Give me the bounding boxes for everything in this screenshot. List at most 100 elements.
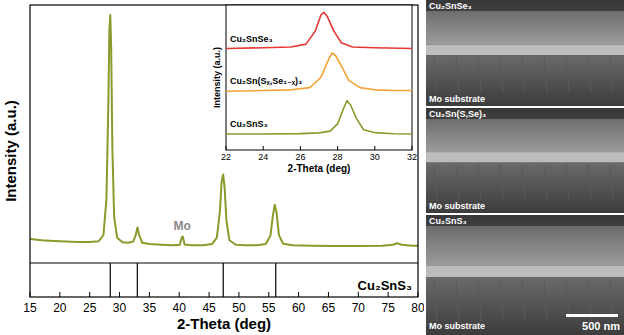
- inset-x-tick-label: 22: [221, 152, 231, 162]
- texture: [588, 165, 591, 199]
- texture: [456, 279, 459, 321]
- film-cross-section: [426, 152, 624, 163]
- inset-x-tick: [337, 146, 338, 150]
- film-surface: [426, 108, 624, 152]
- annotation: Mo: [174, 219, 191, 233]
- x-tick: [59, 292, 60, 297]
- x-tick-label: 20: [53, 301, 67, 315]
- x-tick-label: 25: [83, 301, 97, 315]
- inset-x-tick-label: 30: [370, 152, 380, 162]
- inset-x-axis-label: 2-Theta (deg): [288, 163, 351, 174]
- sem-label: Cu₂Sn(S,Se)₃: [429, 109, 486, 119]
- substrate-label: Mo substrate: [429, 321, 485, 331]
- series-label: Cu₂SnS₃: [230, 119, 268, 129]
- texture: [522, 57, 525, 92]
- inset-plot-area: [226, 12, 412, 134]
- x-tick-label: 50: [232, 301, 246, 315]
- x-tick: [418, 292, 419, 297]
- sem-image: [426, 108, 624, 213]
- texture: [544, 57, 547, 92]
- inset-x-tick-label: 32: [407, 152, 417, 162]
- x-tick-label: 65: [322, 301, 336, 315]
- y-axis-label: Intensity (a.u.): [2, 100, 19, 202]
- film-cross-section: [426, 45, 624, 56]
- inset-x-tick-label: 28: [333, 152, 343, 162]
- x-tick: [238, 292, 239, 297]
- inset-x-tick: [374, 146, 375, 150]
- texture: [500, 279, 503, 321]
- texture: [456, 165, 459, 199]
- series-label: Cu₂SnSe₃: [230, 34, 273, 44]
- sem-panel: Cu₂SnS₃ Mo substrate: [426, 215, 624, 335]
- inset-x-tick: [226, 146, 227, 150]
- substrate-label: Mo substrate: [429, 94, 485, 104]
- x-tick: [209, 292, 210, 297]
- reference-label: Cu₂SnS₃: [358, 278, 412, 293]
- texture: [434, 165, 437, 199]
- inset-x-tick-label: 26: [295, 152, 305, 162]
- inset-y-axis-label: Intensity (a.u.): [212, 47, 222, 108]
- texture: [434, 279, 437, 321]
- substrate-label: Mo substrate: [429, 201, 485, 211]
- scale-bar-label: 500 nm: [582, 320, 620, 332]
- texture: [478, 279, 481, 321]
- texture: [522, 279, 525, 321]
- frame: [30, 5, 418, 297]
- film-cross-section: [426, 265, 624, 277]
- x-tick-label: 35: [143, 301, 157, 315]
- texture: [456, 57, 459, 92]
- substrate: [426, 277, 624, 335]
- texture: [478, 165, 481, 199]
- sem-panel: Cu₂SnSe₃ Mo substrate: [426, 0, 624, 106]
- x-tick-label: 30: [113, 301, 127, 315]
- reference-peak: [275, 263, 276, 297]
- x-tick-label: 70: [352, 301, 366, 315]
- texture: [610, 165, 613, 199]
- x-tick: [30, 292, 31, 297]
- label-band: [426, 215, 624, 226]
- inset-line: [226, 53, 412, 91]
- sem-panel: Cu₂Sn(S,Se)₃ Mo substrate: [426, 108, 624, 213]
- texture: [478, 57, 481, 92]
- x-tick-label: 45: [202, 301, 216, 315]
- inset-x-tick: [412, 146, 413, 150]
- x-tick-label: 40: [173, 301, 187, 315]
- x-axis-label: 2-Theta (deg): [177, 315, 271, 332]
- inset-line: [226, 12, 412, 48]
- inset-x-tick: [263, 146, 264, 150]
- film-surface: [426, 0, 624, 45]
- texture: [544, 165, 547, 199]
- x-tick: [268, 292, 269, 297]
- x-tick: [328, 292, 329, 297]
- inset-frame: [226, 5, 412, 150]
- label-band: [426, 108, 624, 119]
- substrate: [426, 163, 624, 213]
- texture: [588, 57, 591, 92]
- x-tick-label: 75: [381, 301, 395, 315]
- texture: [544, 279, 547, 321]
- reference-peak: [110, 263, 111, 297]
- texture: [610, 57, 613, 92]
- substrate: [426, 55, 624, 106]
- x-tick: [179, 292, 180, 297]
- reference-peak: [223, 263, 224, 297]
- inset-x-tick-label: 24: [258, 152, 268, 162]
- sem-label: Cu₂SnS₃: [429, 216, 467, 226]
- inset-x-tick: [300, 146, 301, 150]
- sem-background: [424, 0, 624, 335]
- texture: [434, 57, 437, 92]
- x-tick: [89, 292, 90, 297]
- sem-label: Cu₂SnSe₃: [429, 1, 472, 11]
- scale-bar: [566, 314, 618, 317]
- x-tick-label: 60: [292, 301, 306, 315]
- figure: 15202530354045505560657075802-Theta (deg…: [0, 0, 624, 335]
- inset-line: [226, 101, 412, 134]
- series-label: Cu₂Sn(Sₓ,Se₁₋ₓ)₃: [230, 76, 302, 86]
- x-tick-label: 55: [262, 301, 276, 315]
- label-band: [426, 0, 624, 11]
- texture: [566, 165, 569, 199]
- sem-image: [426, 215, 624, 335]
- film-surface: [426, 215, 624, 265]
- x-tick-label: 80: [411, 301, 425, 315]
- texture: [500, 57, 503, 92]
